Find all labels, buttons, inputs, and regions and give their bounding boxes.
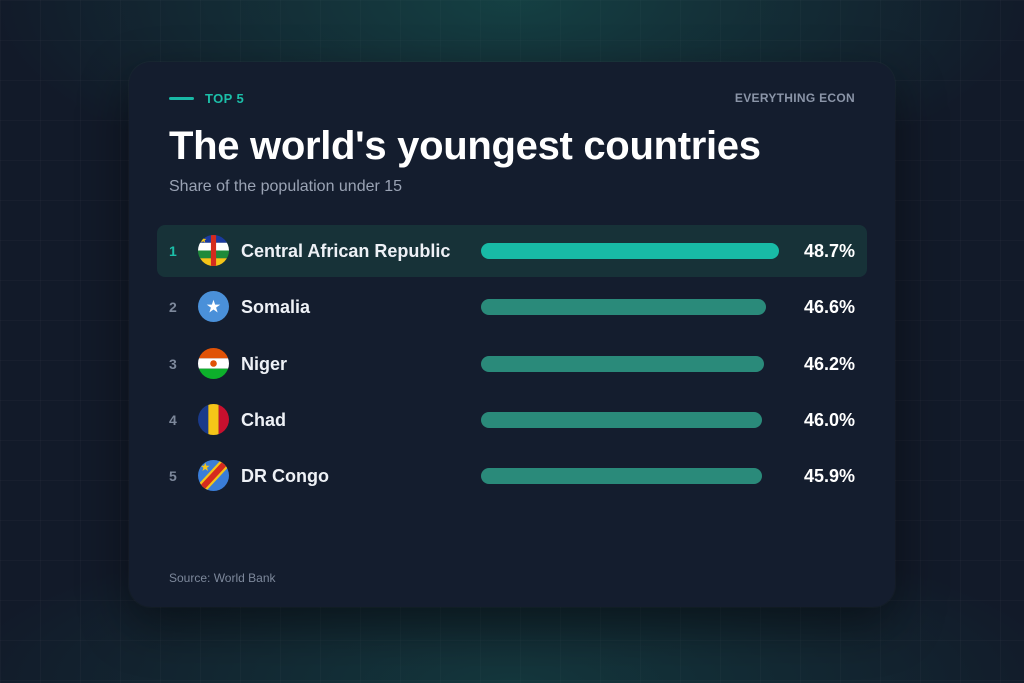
value-label: 45.9% <box>803 466 855 487</box>
chart-title: The world's youngest countries <box>169 124 761 168</box>
source-note: Source: World Bank <box>169 571 276 585</box>
value-label: 48.7% <box>803 241 855 261</box>
bar-track <box>481 243 779 259</box>
niger-flag-icon <box>198 347 229 379</box>
rank-number: 4 <box>169 411 177 428</box>
bar-track <box>481 299 779 316</box>
rank-number: 2 <box>169 299 177 316</box>
card-header: TOP 5 EVERYTHING ECON <box>169 90 855 106</box>
chad-flag-icon <box>198 403 229 435</box>
country-label: Niger <box>241 353 288 374</box>
country-label: Somalia <box>241 297 311 318</box>
chart-card: TOP 5 EVERYTHING ECON The world's younge… <box>129 62 895 607</box>
value-label: 46.2% <box>803 353 855 374</box>
tag-accent-line <box>169 96 194 100</box>
rank-number: 1 <box>169 243 177 259</box>
somalia-flag-icon <box>198 291 229 323</box>
ranking-row: 3 Niger 46.2% <box>157 338 867 390</box>
bar-track <box>481 468 779 485</box>
bar <box>481 299 766 316</box>
ranking-row: 1 Central African Republic 48.7% <box>157 225 867 277</box>
ranking-row: 5 DR Congo 45.9% <box>157 450 867 502</box>
bar <box>481 468 762 485</box>
brand-label: EVERYTHING ECON <box>734 91 855 105</box>
chart-subtitle: Share of the population under 15 <box>169 178 403 195</box>
tag-label: TOP 5 <box>205 90 245 106</box>
bar <box>481 411 762 428</box>
ranking-row: 2 Somalia 46.6% <box>157 281 867 333</box>
bar <box>481 243 779 259</box>
country-label: Central African Republic <box>241 241 451 261</box>
value-label: 46.0% <box>803 409 855 430</box>
ranking-row: 4 Chad 46.0% <box>157 394 867 446</box>
central-african-republic-flag-icon <box>198 235 229 266</box>
rank-number: 5 <box>169 468 177 485</box>
bar-track <box>481 355 779 372</box>
dr-congo-flag-icon <box>198 460 229 492</box>
bar <box>481 355 764 372</box>
bar-track <box>481 411 779 428</box>
country-label: Chad <box>241 409 286 430</box>
ranking-list: 1 Central African Republic 48.7% 2 Somalia 46… <box>157 225 867 506</box>
country-label: DR Congo <box>241 466 329 487</box>
value-label: 46.6% <box>803 297 855 318</box>
top-tag: TOP 5 <box>169 91 244 106</box>
rank-number: 3 <box>169 355 177 372</box>
